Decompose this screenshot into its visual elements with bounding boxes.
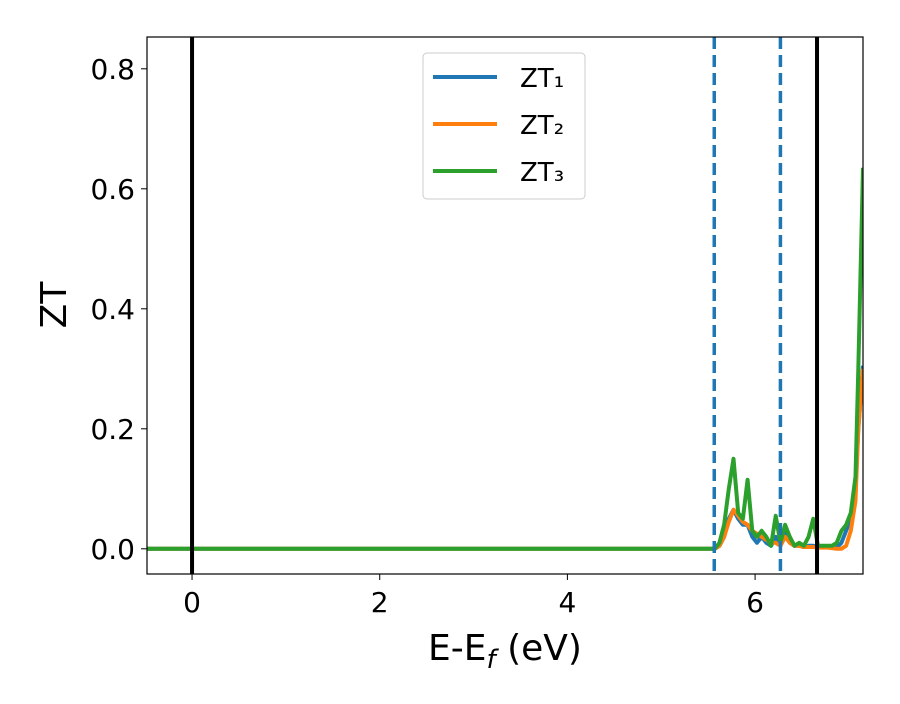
legend-label: ZT₂ [520, 111, 564, 141]
x-tick-label: 0 [183, 586, 201, 619]
x-axis-label: E-Ef (eV) [428, 628, 582, 675]
legend-label: ZT₃ [520, 158, 564, 188]
y-axis-label: ZT [34, 281, 75, 329]
legend-label: ZT₁ [520, 64, 564, 94]
y-tick-label: 0.6 [90, 173, 135, 206]
line-series [147, 368, 863, 551]
x-label-part: (eV) [496, 628, 582, 669]
y-tick-label: 0.0 [90, 533, 135, 566]
plot-frame [146, 36, 864, 575]
line-series [147, 365, 863, 551]
x-tick-label: 2 [371, 586, 389, 619]
y-tick-label: 0.4 [90, 293, 135, 326]
legend: ZT₁ ZT₂ ZT₃ [422, 52, 586, 200]
y-tick-label: 0.2 [90, 413, 135, 446]
y-tick-label: 0.8 [90, 53, 135, 86]
line-series [147, 167, 863, 551]
legend-box [422, 52, 586, 200]
x-tick-label: 4 [558, 586, 576, 619]
x-label-part: E-E [428, 628, 486, 669]
x-tick-label: 6 [746, 586, 764, 619]
